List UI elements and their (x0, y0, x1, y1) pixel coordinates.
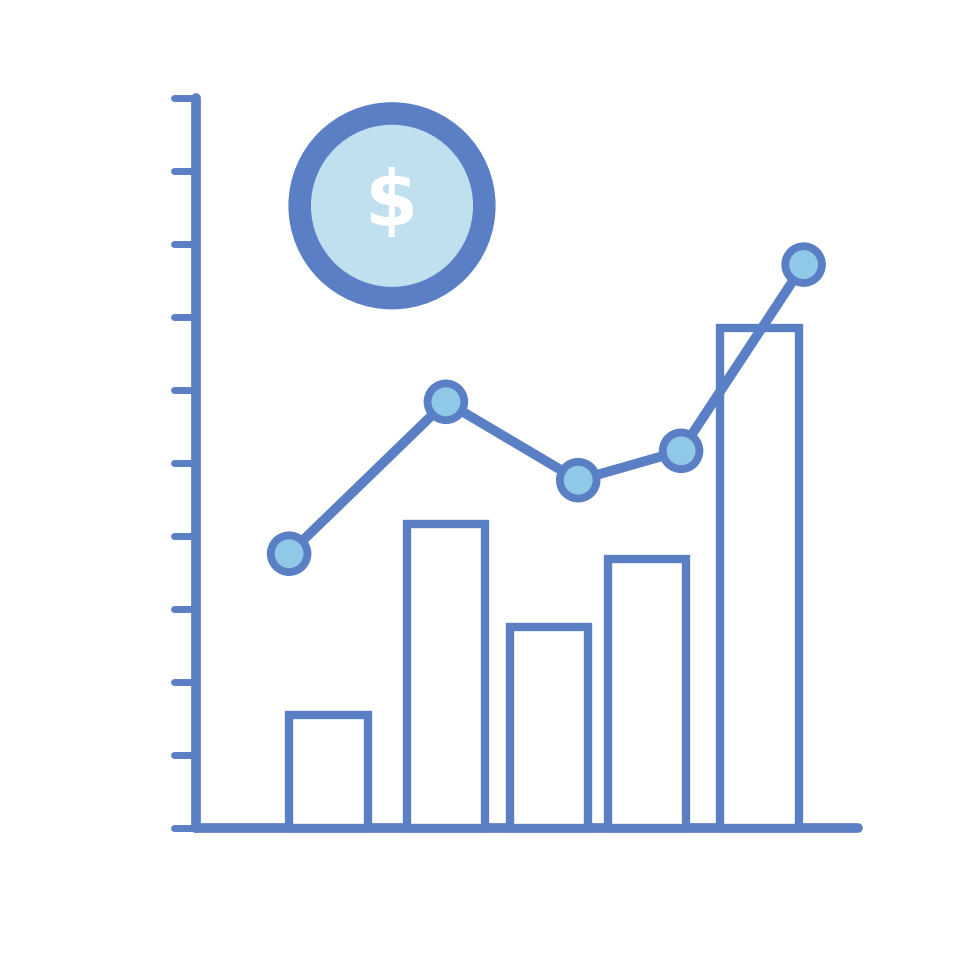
Circle shape (782, 243, 825, 286)
Bar (720, 328, 799, 828)
Circle shape (289, 103, 495, 309)
Circle shape (275, 540, 303, 567)
Bar (510, 627, 588, 828)
Circle shape (312, 125, 472, 286)
Circle shape (432, 388, 460, 416)
Bar (407, 524, 485, 828)
Bar (608, 559, 686, 828)
Circle shape (667, 437, 695, 465)
Circle shape (660, 429, 703, 472)
Bar (289, 715, 368, 828)
Circle shape (268, 532, 311, 575)
Circle shape (424, 380, 467, 423)
Text: $: $ (366, 167, 418, 241)
Circle shape (557, 459, 600, 502)
Circle shape (564, 466, 592, 494)
Circle shape (790, 251, 817, 278)
